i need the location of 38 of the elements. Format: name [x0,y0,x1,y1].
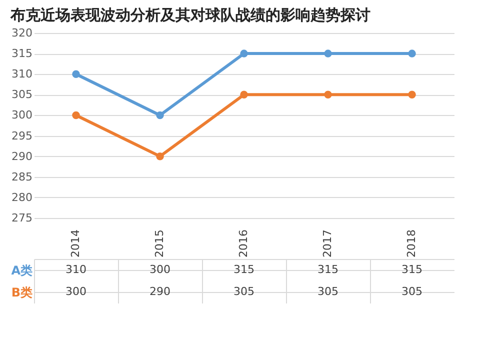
chart-title: 布克近场表现波动分析及其对球队战绩的影响趋势探讨 [10,6,371,24]
y-tick-label: 310 [12,68,32,81]
x-tick-label: 2016 [237,230,250,258]
point [408,50,416,58]
x-tick-label: 2015 [153,230,166,258]
x-tick-label: 2014 [69,230,82,258]
y-tick-label: 290 [12,150,32,163]
x-tick-label: 2017 [321,230,334,258]
point [156,111,164,120]
point [324,50,332,58]
point [240,50,248,58]
data-label: 305 [402,285,422,298]
data-label: 305 [318,285,338,298]
y-tick-label: 300 [12,108,32,122]
y-tick-label: 320 [12,26,32,40]
data-label: 315 [234,263,254,276]
point [156,152,164,160]
data-label: 315 [318,263,338,276]
point [324,90,332,99]
y-tick-label: 275 [12,212,32,224]
text: A类 [11,264,32,278]
data-label: 310 [66,263,86,276]
point [72,111,80,120]
data-label: 290 [150,285,170,298]
y-tick-label: 305 [12,88,32,102]
x-tick-label: 2018 [405,230,418,258]
y-tick-label: 295 [12,129,32,142]
data-label: 315 [402,263,422,276]
y-tick-label: 315 [12,47,32,60]
point [240,90,248,99]
data-label: 300 [66,285,86,298]
y-tick-label: 285 [12,170,32,184]
y-tick-label: 280 [12,190,32,204]
data-label: 305 [234,285,254,298]
point [72,70,80,78]
data-label: 300 [150,263,170,276]
text: B类 [11,286,32,300]
point [408,90,416,99]
